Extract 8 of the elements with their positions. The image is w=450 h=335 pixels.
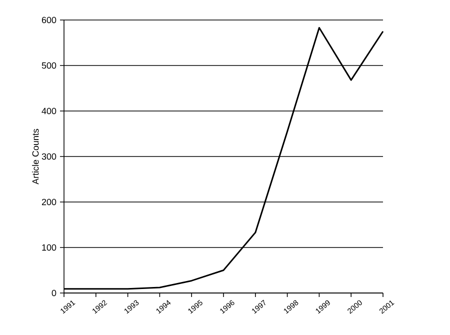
y-tick-label: 400: [42, 108, 56, 114]
y-tick-label: 0: [52, 290, 56, 296]
y-axis-title: Article Counts: [32, 128, 39, 184]
y-tick-label: 500: [42, 62, 56, 69]
y-tick-label: 300: [42, 153, 56, 160]
y-tick-label: 200: [42, 198, 56, 206]
y-tick-label: 100: [42, 244, 56, 251]
y-tick-label: 600: [42, 16, 56, 24]
